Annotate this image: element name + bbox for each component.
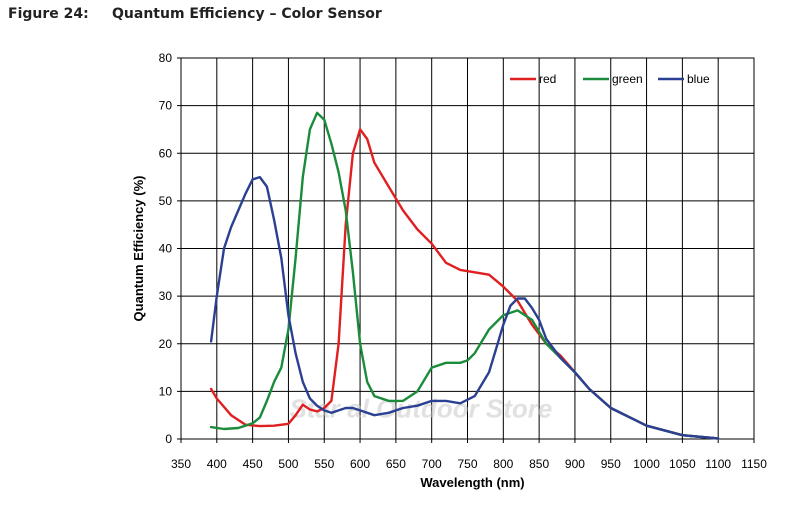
x-axis-title: Wavelength (nm): [420, 475, 524, 490]
y-axis-ticks: 0 10 20 30 40 50 60 70 80: [159, 51, 181, 446]
y-axis-title: Quantum Efficiency (%): [131, 176, 146, 322]
series-line-blue: [209, 175, 720, 440]
x-axis-ticks: 350 400 450 500 550 600 650 700 750 800 850 900 950 1…: [171, 439, 767, 471]
grid-lines: [181, 58, 754, 439]
y-tick-label: 0: [165, 432, 172, 446]
x-tick-label: 1150: [741, 457, 767, 471]
legend: red green blue: [510, 72, 710, 86]
figure-label: Figure 24:: [8, 6, 89, 22]
x-tick-label: 950: [601, 457, 621, 471]
legend-label-green: green: [612, 72, 643, 86]
x-tick-label: 1050: [669, 457, 696, 471]
x-tick-label: 800: [493, 457, 513, 471]
series-lines: [209, 111, 720, 440]
x-tick-label: 650: [386, 457, 406, 471]
y-tick-label: 50: [159, 194, 173, 208]
x-tick-label: 600: [350, 457, 370, 471]
watermark-text: Star al Outdoor Store: [289, 394, 552, 424]
series-line-green: [209, 111, 720, 440]
y-tick-label: 20: [159, 337, 173, 351]
y-tick-label: 80: [159, 51, 173, 65]
figure-title: Quantum Efficiency – Color Sensor: [112, 6, 382, 22]
x-tick-label: 900: [565, 457, 585, 471]
x-tick-label: 1000: [633, 457, 660, 471]
legend-label-red: red: [539, 72, 556, 86]
x-tick-label: 750: [457, 457, 477, 471]
y-tick-label: 70: [159, 99, 173, 113]
x-tick-label: 1100: [705, 457, 731, 471]
legend-label-blue: blue: [687, 72, 710, 86]
x-tick-label: 400: [207, 457, 227, 471]
series-line-red: [209, 128, 720, 440]
x-tick-label: 700: [422, 457, 442, 471]
x-tick-label: 450: [243, 457, 263, 471]
y-tick-label: 60: [159, 146, 173, 160]
x-tick-label: 350: [171, 457, 191, 471]
x-tick-label: 550: [314, 457, 334, 471]
x-tick-label: 500: [278, 457, 298, 471]
y-tick-label: 40: [159, 242, 173, 256]
y-tick-label: 10: [159, 384, 173, 398]
y-tick-label: 30: [159, 289, 173, 303]
x-tick-label: 850: [529, 457, 549, 471]
